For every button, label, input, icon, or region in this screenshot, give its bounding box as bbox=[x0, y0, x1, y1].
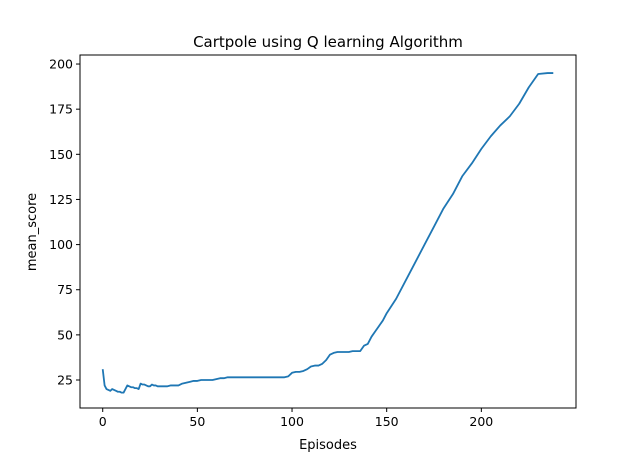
y-tick-label: 50 bbox=[57, 327, 73, 342]
y-tick-label: 150 bbox=[49, 147, 73, 162]
y-tick-label: 175 bbox=[49, 102, 73, 117]
x-tick-label: 50 bbox=[189, 414, 205, 429]
y-tick-label: 125 bbox=[49, 192, 73, 207]
series-line-0 bbox=[101, 72, 554, 394]
x-axis-label: Episodes bbox=[299, 438, 357, 453]
chart-title: Cartpole using Q learning Algorithm bbox=[193, 33, 463, 51]
axes-frame bbox=[79, 54, 577, 409]
y-axis: 25 50 75 100 125 150 175 200 bbox=[49, 57, 80, 388]
y-tick-label: 100 bbox=[49, 237, 73, 252]
y-tick-label: 200 bbox=[49, 57, 73, 72]
plot-area bbox=[101, 72, 554, 394]
y-axis-label: mean_score bbox=[25, 193, 40, 271]
x-tick-label: 200 bbox=[469, 414, 493, 429]
y-tick-label: 75 bbox=[57, 282, 73, 297]
x-tick-label: 100 bbox=[280, 414, 304, 429]
x-axis: 0 50 100 150 200 bbox=[99, 408, 493, 429]
x-tick-label: 0 bbox=[99, 414, 107, 429]
y-tick-label: 25 bbox=[57, 373, 73, 388]
x-tick-label: 150 bbox=[375, 414, 399, 429]
